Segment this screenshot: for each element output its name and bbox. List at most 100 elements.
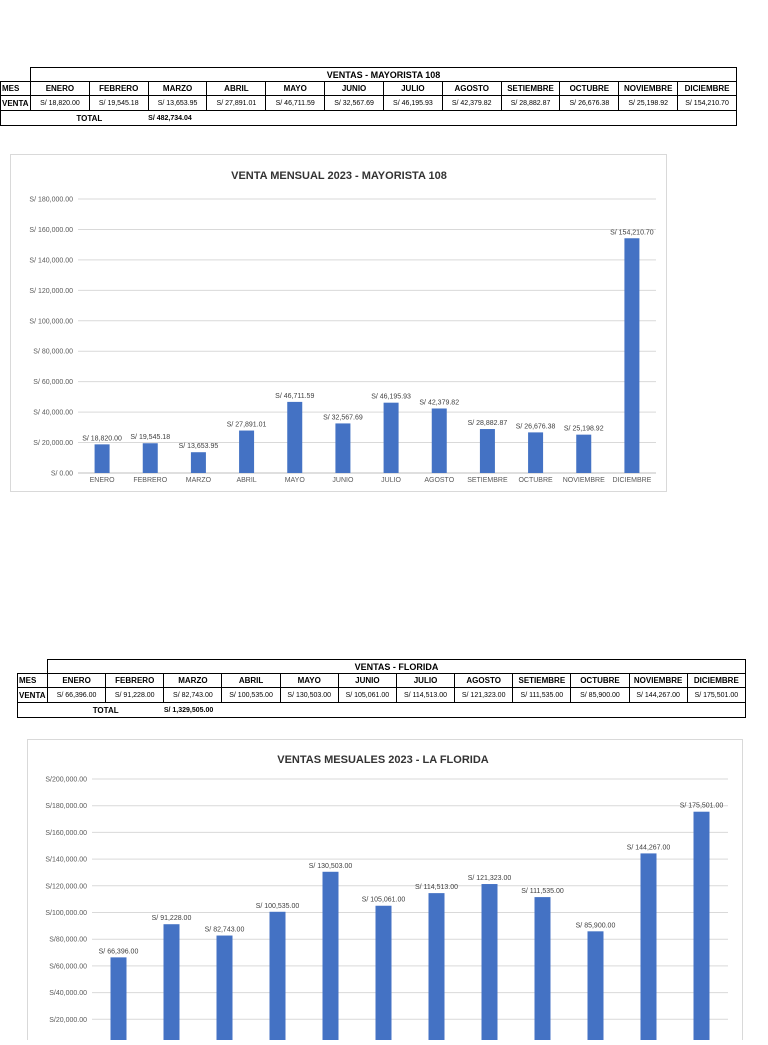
bar	[576, 434, 592, 473]
x-tick-label: AGOSTO	[424, 477, 454, 484]
bar	[479, 429, 495, 473]
data-label: S/ 25,198.92	[564, 426, 604, 433]
bar	[216, 935, 233, 1045]
month-header: MAYO	[279, 673, 339, 688]
x-tick-label: ENERO	[90, 477, 115, 484]
x-tick-label: MARZO	[186, 477, 212, 484]
data-label: S/ 66,396.00	[99, 948, 139, 955]
y-tick-label: S/ 60,000.00	[33, 379, 73, 386]
y-tick-label: S/ 180,000.00	[29, 197, 73, 204]
month-header: DICIEMBRE	[686, 673, 747, 688]
data-label: S/ 42,379.82	[419, 399, 459, 406]
bar	[428, 893, 445, 1045]
data-label: S/ 46,711.59	[275, 393, 314, 400]
x-tick-label: JUNIO	[332, 477, 354, 484]
bar	[431, 408, 447, 473]
month-header: JUNIO	[324, 81, 384, 96]
y-tick-label: S/40,000.00	[49, 990, 87, 997]
total-value: S/ 482,734.04	[148, 110, 738, 126]
y-tick-label: S/ 100,000.00	[29, 318, 73, 325]
bar	[322, 871, 339, 1045]
month-header: MARZO	[147, 81, 208, 96]
data-label: S/ 27,891.01	[227, 422, 267, 429]
bar	[110, 957, 127, 1045]
bar	[335, 423, 351, 473]
sales-value-cell: S/ 26,676.38	[559, 95, 620, 111]
sales-value-cell: S/ 46,195.93	[382, 95, 443, 111]
table-corner	[1, 68, 31, 82]
data-label: S/ 100,535.00	[256, 903, 300, 910]
bar	[528, 432, 544, 473]
bar	[693, 811, 710, 1045]
sales-value-cell: S/ 82,743.00	[163, 687, 223, 703]
sales-value-cell: S/ 28,882.87	[500, 95, 561, 111]
table-title: VENTAS - FLORIDA	[47, 659, 746, 674]
bar	[190, 452, 206, 473]
data-label: S/ 111,535.00	[521, 888, 564, 895]
x-tick-label: OCTUBRE	[518, 477, 553, 484]
x-tick-label: SETIEMBRE	[467, 477, 508, 484]
bar	[587, 931, 604, 1045]
data-label: S/ 175,501.00	[680, 803, 724, 810]
month-header: MAYO	[265, 81, 326, 96]
month-header: ABRIL	[221, 673, 281, 688]
data-label: S/ 26,676.38	[516, 423, 556, 430]
chart-mayorista: VENTA MENSUAL 2023 - MAYORISTA 108 S/ 0.0…	[10, 154, 667, 492]
month-header: ENERO	[46, 673, 107, 688]
sales-value-cell: S/ 42,379.82	[441, 95, 502, 111]
data-label: S/ 144,267.00	[627, 844, 671, 851]
bar	[624, 238, 640, 473]
data-label: S/ 121,323.00	[468, 875, 512, 882]
total-label: TOTAL	[47, 702, 164, 718]
y-tick-label: S/200,000.00	[45, 777, 87, 784]
row-label-venta: VENTA	[0, 95, 31, 111]
y-tick-label: S/ 20,000.00	[33, 440, 73, 447]
sales-table-florida: VENTAS - FLORIDA MES ENERO FEBRERO MARZO AB…	[17, 659, 747, 718]
sales-value-cell: S/ 100,535.00	[221, 687, 281, 703]
x-tick-label: NOVIEMBRE	[563, 477, 605, 484]
sales-value-cell: S/ 91,228.00	[105, 687, 165, 703]
y-tick-label: S/20,000.00	[49, 1017, 87, 1024]
month-header: AGOSTO	[454, 673, 514, 688]
y-tick-label: S/80,000.00	[49, 937, 87, 944]
table-title: VENTAS - MAYORISTA 108	[30, 67, 737, 82]
sales-value-cell: S/ 13,653.95	[147, 95, 208, 111]
month-header: DICIEMBRE	[677, 81, 737, 96]
x-tick-label: DICIEMBRE	[612, 477, 651, 484]
data-label: S/ 46,195.93	[371, 394, 411, 401]
y-tick-label: S/ 120,000.00	[29, 288, 73, 295]
sales-value-cell: S/ 105,061.00	[337, 687, 397, 703]
month-header: SETIEMBRE	[512, 673, 572, 688]
sales-value-cell: S/ 25,198.92	[618, 95, 679, 111]
month-header: JUNIO	[337, 673, 397, 688]
month-header: AGOSTO	[441, 81, 502, 96]
month-header: OCTUBRE	[559, 81, 620, 96]
sales-value-cell: S/ 144,267.00	[628, 687, 688, 703]
y-tick-label: S/100,000.00	[45, 910, 87, 917]
bar	[375, 905, 392, 1045]
sales-value-cell: S/ 66,396.00	[46, 687, 107, 703]
sales-value-cell: S/ 18,820.00	[30, 95, 90, 111]
chart-florida-svg: VENTAS MESUALES 2023 - LA FLORIDA S/20,00…	[45, 754, 728, 1045]
month-header: FEBRERO	[88, 81, 149, 96]
chart-mayorista-svg: VENTA MENSUAL 2023 - MAYORISTA 108 S/ 0.0…	[29, 170, 656, 484]
month-header: MARZO	[163, 673, 223, 688]
month-header: ABRIL	[206, 81, 267, 96]
sales-value-cell: S/ 85,900.00	[570, 687, 630, 703]
data-label: S/ 82,743.00	[205, 927, 245, 934]
sales-value-cell: S/ 121,323.00	[454, 687, 514, 703]
sales-value-cell: S/ 19,545.18	[88, 95, 149, 111]
data-label: S/ 130,503.00	[309, 863, 353, 870]
data-label: S/ 154,210.70	[610, 229, 654, 236]
bar	[287, 401, 303, 473]
sales-value-cell: S/ 114,513.00	[395, 687, 456, 703]
month-header: JULIO	[395, 673, 456, 688]
month-header: JULIO	[382, 81, 443, 96]
table-corner	[18, 660, 48, 674]
y-tick-label: S/140,000.00	[45, 857, 87, 864]
month-header: NOVIEMBRE	[628, 673, 688, 688]
sales-value-cell: S/ 175,501.00	[686, 687, 747, 703]
y-tick-label: S/ 80,000.00	[33, 349, 73, 356]
sales-value-cell: S/ 27,891.01	[206, 95, 267, 111]
data-label: S/ 28,882.87	[468, 420, 508, 427]
